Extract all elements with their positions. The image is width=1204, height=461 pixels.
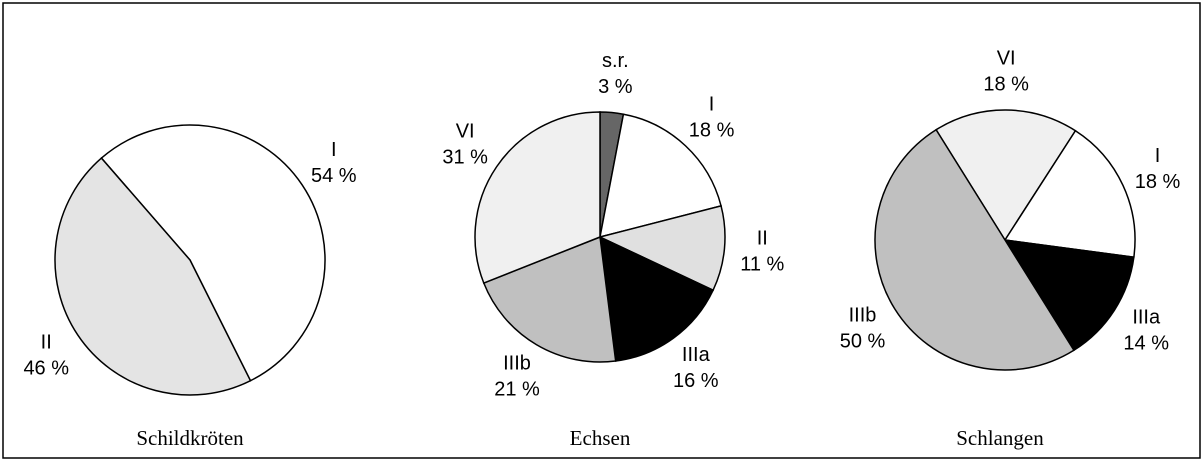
slice-label: II: [757, 228, 768, 250]
slice: [1003, 239, 1135, 352]
slice-value: 46 %: [23, 358, 69, 380]
slice: [474, 111, 601, 284]
slice-value: 21 %: [494, 379, 540, 401]
slice: [935, 109, 1077, 242]
slice-value: 18 %: [983, 73, 1029, 95]
slice: [100, 124, 326, 382]
slice: [54, 157, 252, 396]
slice-label: I: [709, 93, 715, 115]
slice-value: 11 %: [740, 254, 784, 276]
chart-title: Schildkröten: [136, 426, 244, 450]
slice-label: IIIb: [503, 353, 531, 375]
slice-value: 14 %: [1123, 332, 1169, 354]
chart-title: Echsen: [570, 426, 631, 450]
slice-label: I: [331, 139, 337, 161]
slice-value: 31 %: [442, 147, 488, 169]
slice-label: IIIa: [1132, 306, 1161, 328]
slice-value: 54 %: [311, 165, 357, 187]
slice-label: I: [1155, 145, 1161, 167]
slice: [1003, 129, 1136, 259]
slice: [874, 128, 1075, 371]
slice-value: 18 %: [689, 119, 735, 141]
slice: [482, 235, 617, 363]
slice-label: IIIa: [682, 344, 711, 366]
slice-label: VI: [997, 47, 1016, 69]
slice-label: VI: [456, 121, 475, 143]
slice: [599, 113, 722, 239]
slice: [597, 205, 726, 292]
slice-label: II: [41, 332, 52, 354]
chart-title: Schlangen: [956, 426, 1044, 450]
slice-label: IIIb: [849, 304, 877, 326]
slice-value: 16 %: [673, 370, 719, 392]
slice-label: s.r.: [602, 50, 629, 72]
slice: [599, 235, 715, 362]
slice-value: 18 %: [1135, 171, 1181, 193]
slice-value: 50 %: [840, 330, 886, 352]
slice-value: 3 %: [598, 76, 633, 98]
